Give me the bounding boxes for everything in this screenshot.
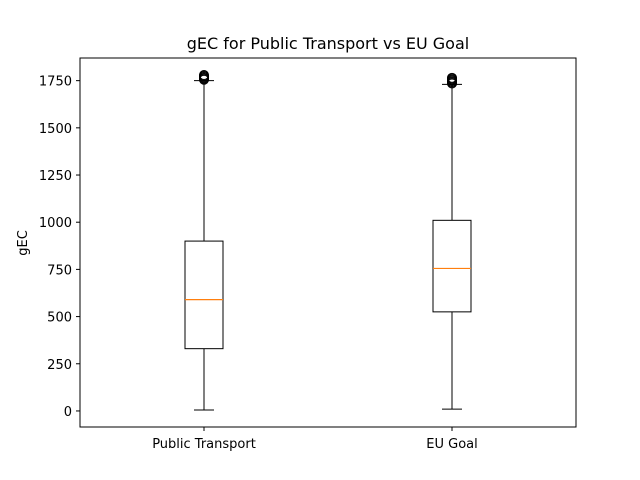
y-tick-label: 250 xyxy=(47,358,72,373)
y-tick-label: 1750 xyxy=(39,75,72,90)
y-tick-label: 1250 xyxy=(39,169,72,184)
outlier-point xyxy=(447,72,457,83)
y-axis-label: gEC xyxy=(16,230,31,256)
y-tick-label: 1000 xyxy=(39,216,72,231)
y-tick-label: 1500 xyxy=(39,122,72,137)
y-tick-label: 500 xyxy=(47,311,72,326)
outlier-point xyxy=(199,69,209,80)
plot-area: 0 250 500 750 1000 1250 1500 1750 Public Transpo… xyxy=(39,57,577,452)
y-tick-label: 750 xyxy=(47,263,72,278)
plot-frame xyxy=(79,57,577,428)
x-tick-label: EU Goal xyxy=(426,437,477,452)
x-tick-label: Public Transport xyxy=(152,437,256,452)
box-iqr xyxy=(432,219,472,313)
chart-title: gEC for Public Transport vs EU Goal xyxy=(187,34,469,53)
y-tick-label: 0 xyxy=(64,405,72,420)
box-iqr xyxy=(184,240,224,350)
